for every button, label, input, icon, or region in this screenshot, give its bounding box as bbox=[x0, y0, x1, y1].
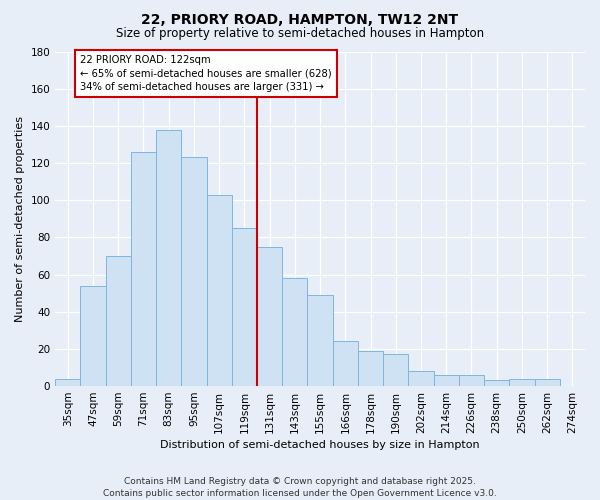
Bar bbox=[106, 256, 131, 386]
X-axis label: Distribution of semi-detached houses by size in Hampton: Distribution of semi-detached houses by … bbox=[160, 440, 480, 450]
Text: Size of property relative to semi-detached houses in Hampton: Size of property relative to semi-detach… bbox=[116, 28, 484, 40]
Text: Contains HM Land Registry data © Crown copyright and database right 2025.
Contai: Contains HM Land Registry data © Crown c… bbox=[103, 476, 497, 498]
Text: 22 PRIORY ROAD: 122sqm
← 65% of semi-detached houses are smaller (628)
34% of se: 22 PRIORY ROAD: 122sqm ← 65% of semi-det… bbox=[80, 55, 332, 92]
Text: 22, PRIORY ROAD, HAMPTON, TW12 2NT: 22, PRIORY ROAD, HAMPTON, TW12 2NT bbox=[142, 12, 458, 26]
Bar bbox=[206, 194, 232, 386]
Bar bbox=[332, 342, 358, 386]
Bar bbox=[131, 152, 156, 386]
Bar bbox=[509, 378, 535, 386]
Bar bbox=[232, 228, 257, 386]
Bar bbox=[55, 378, 80, 386]
Bar bbox=[307, 295, 332, 386]
Bar bbox=[535, 378, 560, 386]
Bar bbox=[459, 375, 484, 386]
Bar bbox=[358, 351, 383, 386]
Bar bbox=[383, 354, 409, 386]
Bar bbox=[282, 278, 307, 386]
Bar bbox=[484, 380, 509, 386]
Bar bbox=[181, 158, 206, 386]
Bar bbox=[434, 375, 459, 386]
Bar bbox=[80, 286, 106, 386]
Bar bbox=[156, 130, 181, 386]
Y-axis label: Number of semi-detached properties: Number of semi-detached properties bbox=[15, 116, 25, 322]
Bar bbox=[257, 246, 282, 386]
Bar bbox=[409, 371, 434, 386]
